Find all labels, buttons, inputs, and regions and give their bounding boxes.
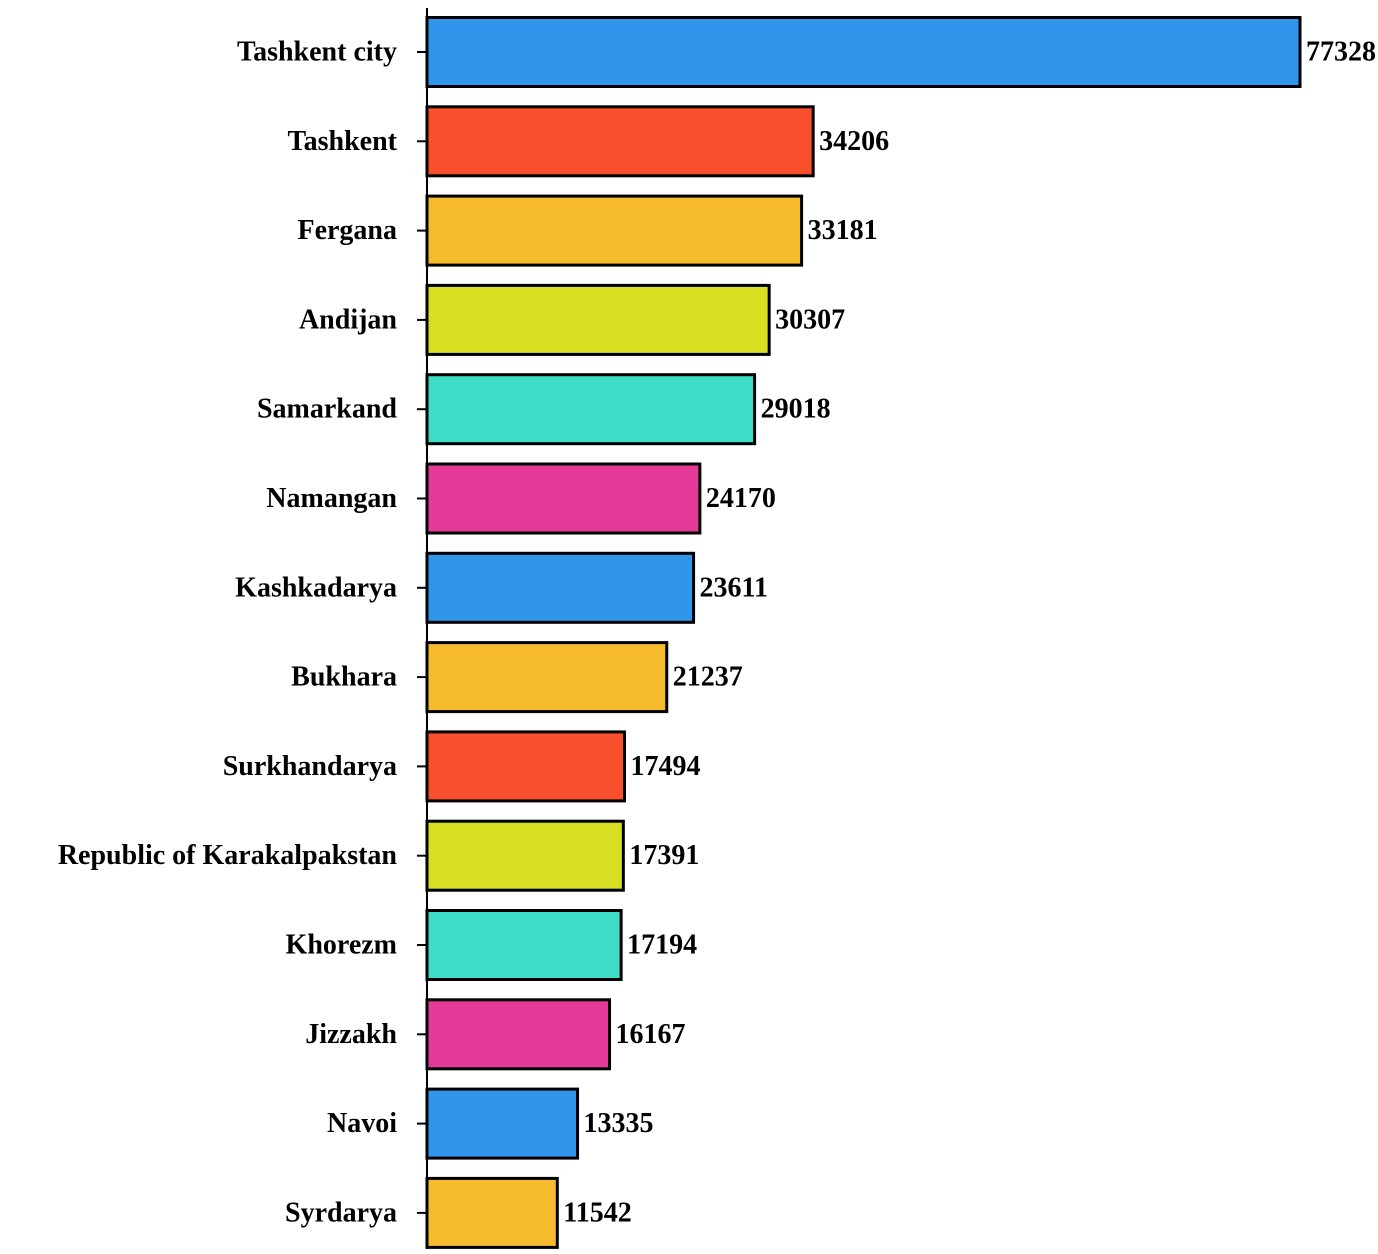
bar-10 bbox=[425, 909, 623, 981]
bar-3 bbox=[425, 283, 771, 356]
y-tick-label-4: Samarkand bbox=[257, 394, 397, 425]
bar-4 bbox=[425, 373, 757, 446]
data-label-9: 17391 bbox=[629, 840, 699, 871]
bar-2 bbox=[425, 194, 804, 267]
y-tick-label-3: Andijan bbox=[299, 304, 397, 335]
tick-labels-layer: Tashkent city Tashkent Fergana Andijan Samar… bbox=[58, 37, 398, 1229]
data-label-6: 23611 bbox=[700, 572, 768, 603]
bar-1 bbox=[425, 105, 815, 178]
y-tick-label-13: Syrdarya bbox=[285, 1197, 397, 1228]
data-label-10: 17194 bbox=[627, 930, 697, 961]
y-tick-label-5: Namangan bbox=[266, 483, 397, 514]
bar-0 bbox=[425, 16, 1302, 88]
data-label-13: 11542 bbox=[563, 1197, 631, 1228]
bar-13 bbox=[425, 1176, 559, 1249]
data-label-2: 33181 bbox=[808, 215, 878, 246]
y-tick-label-9: Republic of Karakalpakstan bbox=[58, 840, 398, 871]
data-label-0: 77328 bbox=[1306, 37, 1376, 68]
data-label-5: 24170 bbox=[706, 483, 776, 514]
y-tick-label-10: Khorezm bbox=[286, 930, 397, 961]
data-labels-layer: 77328 34206 33181 30307 29018 24170 23611 21237… bbox=[563, 37, 1376, 1229]
bar-6 bbox=[425, 551, 696, 624]
data-label-7: 21237 bbox=[673, 662, 743, 693]
y-tick-label-0: Tashkent city bbox=[237, 37, 397, 68]
bar-11 bbox=[425, 998, 612, 1071]
bar-7 bbox=[425, 641, 669, 714]
y-tick-label-1: Tashkent bbox=[288, 126, 398, 157]
data-label-12: 13335 bbox=[584, 1108, 654, 1139]
data-label-3: 30307 bbox=[775, 304, 845, 335]
bar-12 bbox=[425, 1087, 580, 1160]
y-tick-label-6: Kashkadarya bbox=[235, 572, 397, 603]
data-label-4: 29018 bbox=[761, 394, 831, 425]
bar-8 bbox=[425, 730, 626, 803]
y-ticks-layer bbox=[417, 51, 427, 1214]
bars-layer bbox=[425, 16, 1302, 1249]
y-tick-label-12: Navoi bbox=[327, 1108, 397, 1139]
y-tick-label-7: Bukhara bbox=[291, 662, 397, 693]
y-tick-label-11: Jizzakh bbox=[305, 1019, 397, 1050]
bar-9 bbox=[425, 819, 625, 892]
data-label-11: 16167 bbox=[616, 1019, 686, 1050]
bar-5 bbox=[425, 462, 702, 535]
y-tick-label-2: Fergana bbox=[297, 215, 397, 246]
data-label-1: 34206 bbox=[819, 126, 889, 157]
data-label-8: 17494 bbox=[630, 751, 700, 782]
y-tick-label-8: Surkhandarya bbox=[223, 751, 397, 782]
